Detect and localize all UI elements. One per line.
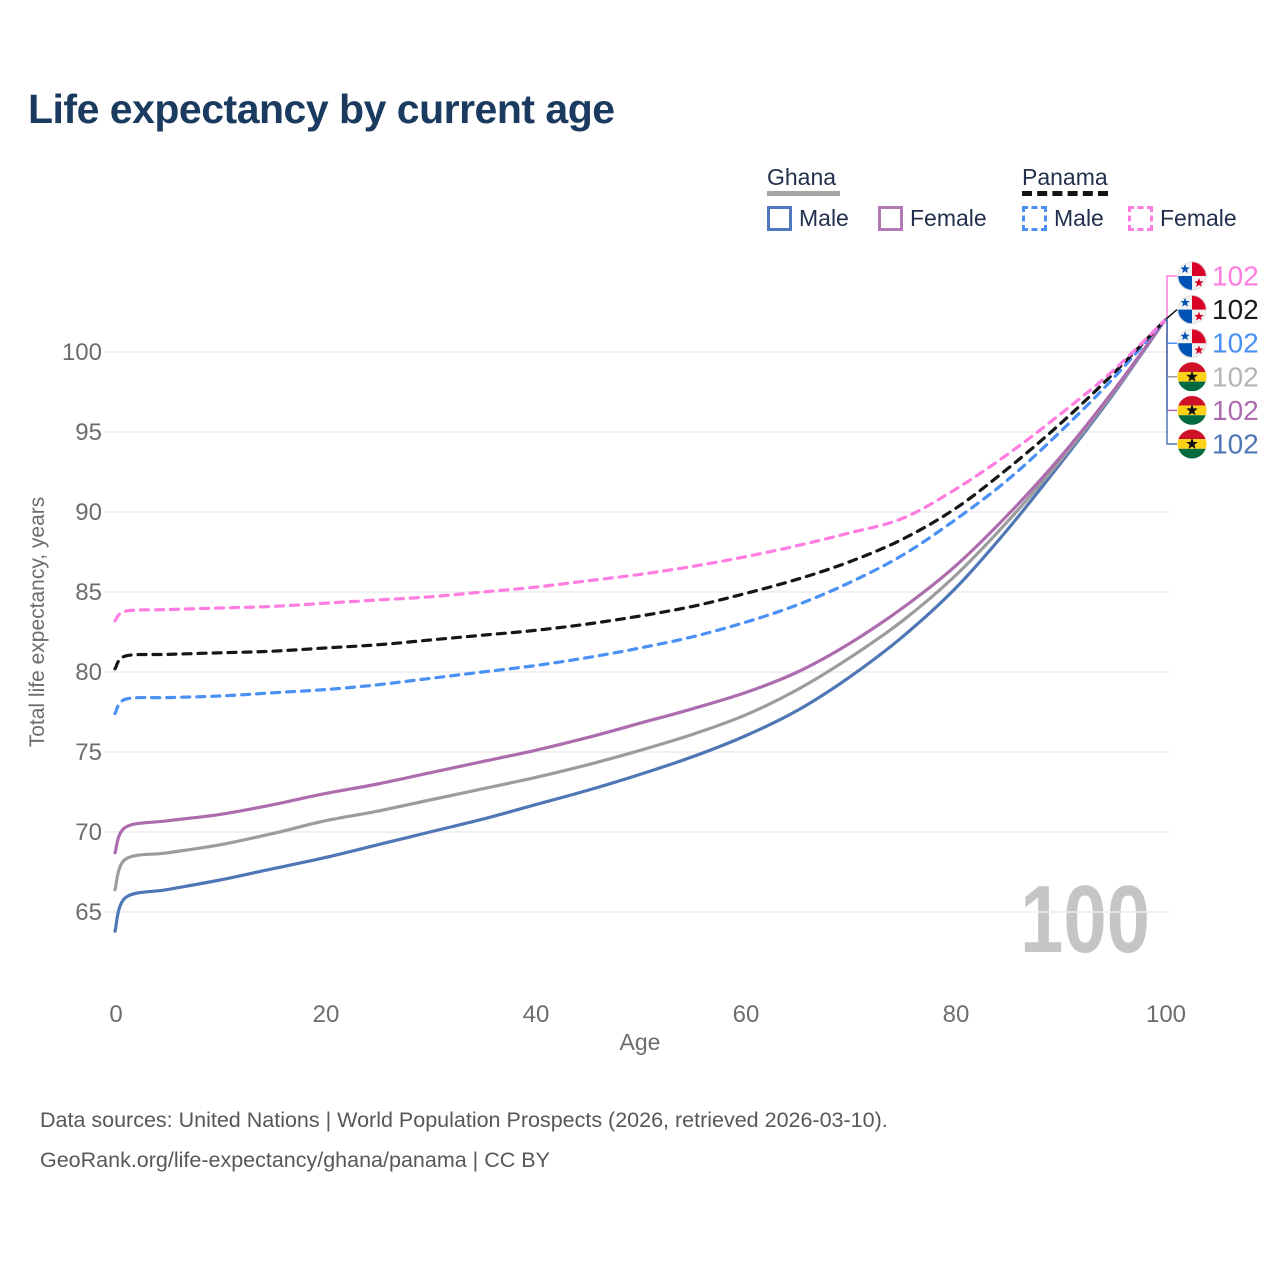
footer-attribution: GeoRank.org/life-expectancy/ghana/panama… — [40, 1148, 550, 1172]
y-tick-label: 80 — [75, 659, 102, 686]
x-tick-label: 0 — [109, 1001, 122, 1028]
y-axis-title: Total life expectancy, years — [26, 497, 49, 748]
x-tick-label: 40 — [523, 1001, 550, 1028]
series-line-ghana-female — [113, 318, 1167, 855]
end-value-label-ghana-total: 102 — [1212, 361, 1259, 392]
x-tick-label: 80 — [943, 1001, 970, 1028]
panama-underline-swatch — [1022, 191, 1108, 196]
end-value-label-panama-total: 102 — [1212, 294, 1259, 325]
end-value-label-ghana-female: 102 — [1212, 395, 1259, 426]
series-line-ghana-total — [113, 318, 1167, 892]
x-tick-label: 60 — [733, 1001, 760, 1028]
legend-country-ghana: Ghana — [767, 164, 837, 190]
panama-female-swatch — [1128, 206, 1153, 231]
ghana-flag-icon — [1177, 395, 1207, 425]
ghana-female-swatch — [878, 206, 903, 231]
y-tick-label: 95 — [75, 419, 102, 446]
ghana-male-swatch — [767, 206, 792, 231]
leader-line-panama-female — [1165, 275, 1177, 321]
panama-flag-icon — [1177, 328, 1207, 358]
y-tick-label: 85 — [75, 579, 102, 606]
ghana-underline-swatch — [767, 191, 840, 196]
x-tick-label: 100 — [1146, 1001, 1186, 1028]
y-tick-label: 65 — [75, 899, 102, 926]
series-line-panama-male — [113, 318, 1167, 716]
panama-flag-icon — [1177, 295, 1207, 325]
leader-line-panama-total — [1164, 309, 1178, 321]
end-value-label-panama-female: 102 — [1212, 261, 1259, 292]
legend-label: Female — [910, 205, 987, 231]
footer-data-sources: Data sources: United Nations | World Pop… — [40, 1108, 888, 1132]
ghana-flag-icon — [1177, 429, 1207, 459]
legend-label: Male — [799, 205, 849, 231]
series-line-ghana-male — [113, 318, 1167, 933]
series-line-panama-female — [113, 318, 1167, 623]
legend-item-panama-female[interactable]: Female — [1128, 205, 1237, 232]
legend-item-ghana-female[interactable]: Female — [878, 205, 987, 232]
legend-label: Female — [1160, 205, 1237, 231]
y-tick-label: 75 — [75, 739, 102, 766]
legend-label: Male — [1054, 205, 1104, 231]
y-tick-label: 70 — [75, 819, 102, 846]
panama-male-swatch — [1022, 206, 1047, 231]
end-value-label-ghana-male: 102 — [1212, 429, 1259, 460]
y-tick-label: 90 — [75, 499, 102, 526]
age-watermark: 100 — [1020, 866, 1150, 973]
legend-item-ghana-male[interactable]: Male — [767, 205, 849, 232]
legend-item-panama-male[interactable]: Male — [1022, 205, 1104, 232]
series-line-panama-total — [113, 318, 1167, 671]
x-tick-label: 20 — [313, 1001, 340, 1028]
y-tick-label: 100 — [62, 339, 102, 366]
leader-line-ghana-male — [1165, 319, 1177, 445]
ghana-flag-icon — [1177, 362, 1207, 392]
end-value-label-panama-male: 102 — [1212, 328, 1259, 359]
panama-flag-icon — [1177, 261, 1207, 291]
page-title: Life expectancy by current age — [28, 86, 615, 132]
legend-country-panama: Panama — [1022, 164, 1108, 190]
x-axis-title: Age — [620, 1029, 661, 1055]
